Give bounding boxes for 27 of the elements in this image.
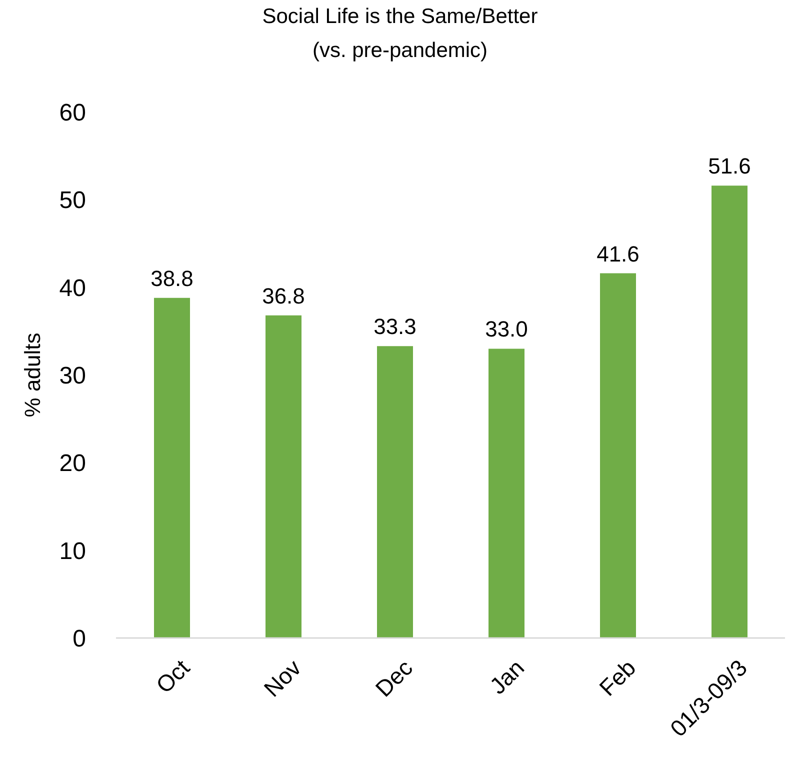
x-tick-label: Dec (370, 654, 418, 702)
y-tick-label: 20 (59, 450, 86, 478)
bar (266, 315, 302, 638)
y-axis-title: % adults (20, 332, 44, 418)
chart-title: Social Life is the Same/Better (261, 4, 539, 30)
data-label: 36.8 (262, 283, 305, 308)
y-tick-label: 0 (72, 626, 86, 653)
y-tick-label: 50 (59, 187, 86, 214)
y-tick-label: 60 (59, 100, 86, 127)
chart-subtitle: (vs. pre-pandemic) (311, 38, 489, 64)
bar (488, 348, 524, 638)
y-tick-label: 10 (59, 538, 86, 565)
x-tick-label: Nov (258, 654, 306, 702)
bar (600, 273, 636, 638)
data-label: 41.6 (596, 241, 640, 266)
x-tick-label: Jan (484, 654, 530, 700)
bar (712, 186, 748, 638)
data-label: 38.8 (150, 266, 194, 291)
x-tick-label: Feb (594, 654, 641, 701)
data-label: 51.6 (708, 154, 751, 179)
y-tick-label: 40 (59, 274, 86, 302)
bar (377, 346, 413, 638)
data-label: 33.3 (374, 314, 416, 340)
x-tick-label: Oct (150, 654, 196, 698)
bar (154, 298, 190, 638)
data-label: 33.0 (485, 316, 528, 342)
y-tick-label: 30 (59, 362, 86, 390)
